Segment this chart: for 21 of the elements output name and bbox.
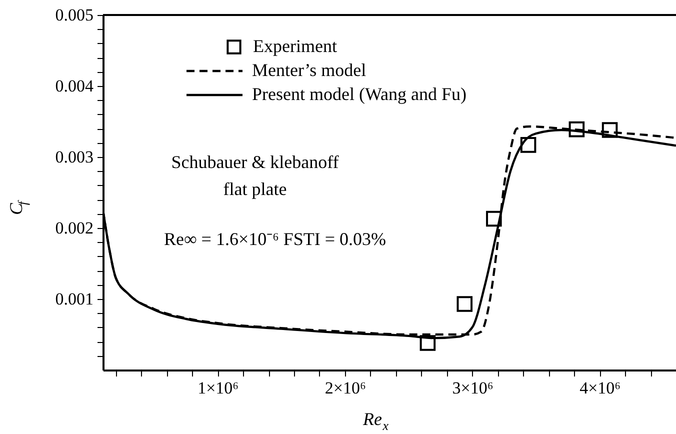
point (420, 335, 436, 351)
annotation: Re∞ = 1.6×10⁻⁶ FSTI = 0.03% (164, 229, 386, 249)
x-tick-label: 4×10⁶ (580, 378, 621, 398)
legend-label: Menter’s model (252, 60, 366, 80)
y-tick-label: 0.005 (55, 6, 94, 24)
point (456, 296, 473, 312)
legend-label: Present model (Wang and Fu) (252, 84, 467, 104)
x-tick-label: 1×10⁶ (198, 378, 239, 398)
x-tick-label: 3×10⁶ (452, 378, 494, 398)
x-tick-label: 2×10⁶ (324, 378, 366, 398)
point (568, 121, 585, 138)
y-tick-label: 0.003 (55, 148, 94, 166)
y-tick-label: 0.004 (55, 76, 94, 96)
legend-label: Experiment (253, 36, 337, 56)
y-tick-label: 0.002 (55, 218, 94, 238)
point (602, 122, 618, 138)
point (486, 210, 502, 227)
annotation: Schubauer & klebanoff flat plate (171, 152, 339, 199)
y-tick-label: 0.001 (55, 290, 94, 308)
point (520, 137, 536, 153)
y-axis-title: Cf (6, 199, 30, 215)
